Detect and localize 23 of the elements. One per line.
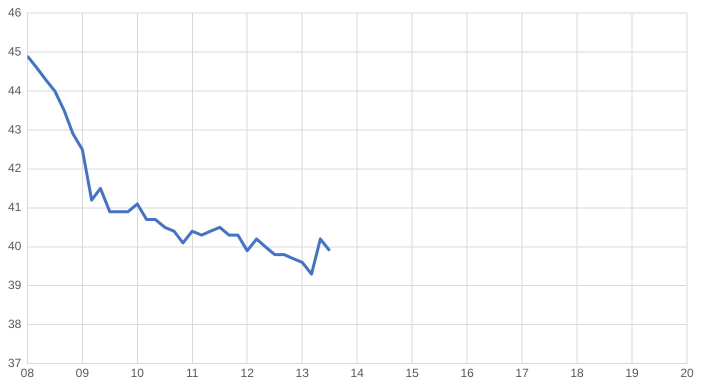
y-tick-label: 44 bbox=[8, 83, 22, 98]
y-tick-label: 46 bbox=[8, 6, 22, 20]
x-tick-label: 20 bbox=[680, 366, 694, 380]
x-tick-label: 18 bbox=[570, 366, 584, 380]
x-tick-label: 11 bbox=[186, 366, 199, 380]
y-tick-label: 43 bbox=[8, 122, 22, 136]
x-tick-label: 19 bbox=[625, 366, 640, 380]
x-tick-label: 13 bbox=[296, 366, 310, 380]
x-tick-label: 10 bbox=[130, 366, 144, 380]
x-tick-label: 12 bbox=[240, 366, 254, 380]
y-tick-label: 37 bbox=[8, 356, 22, 370]
y-tick-label: 45 bbox=[8, 44, 22, 58]
x-tick-label: 15 bbox=[405, 366, 420, 380]
x-tick-label: 16 bbox=[460, 366, 474, 380]
x-tick-label: 14 bbox=[350, 366, 364, 380]
y-tick-label: 41 bbox=[8, 200, 22, 214]
y-tick-label: 38 bbox=[8, 316, 22, 331]
x-tick-label: 17 bbox=[515, 366, 530, 380]
y-tick-label: 40 bbox=[8, 239, 22, 254]
y-tick-label: 39 bbox=[8, 278, 22, 292]
x-tick-label: 08 bbox=[20, 366, 34, 380]
y-tick-label: 42 bbox=[8, 161, 22, 176]
x-tick-label: 09 bbox=[76, 366, 90, 380]
